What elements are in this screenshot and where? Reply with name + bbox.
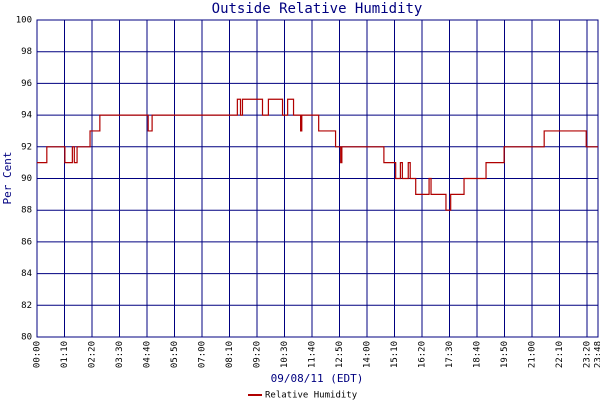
x-tick-label: 11:40 [308,341,318,368]
x-tick-label: 16:20 [418,341,428,368]
x-axis-label: 09/08/11 (EDT) [271,372,364,385]
chart-title: Outside Relative Humidity [212,1,423,17]
x-tick-label: 23:20 [583,341,593,368]
y-tick-label: 88 [21,206,32,216]
y-tick-label: 98 [21,47,32,57]
x-tick-label: 14:00 [363,341,373,368]
x-tick-label: 00:00 [33,341,43,368]
x-tick-label: 10:30 [280,341,290,368]
y-tick-label: 84 [21,269,32,279]
legend-label: Relative Humidity [265,391,358,400]
y-tick-label: 94 [21,111,32,121]
x-tick-label: 18:40 [473,341,483,368]
y-tick-label: 90 [21,174,32,184]
y-tick-label: 86 [21,237,32,247]
y-tick-label: 82 [21,301,32,311]
y-tick-label: 96 [21,79,32,89]
x-tick-label: 09:20 [253,341,263,368]
x-tick-label: 08:10 [225,341,235,368]
y-tick-label: 100 [16,16,32,26]
x-tick-label: 17:30 [445,341,455,368]
y-tick-label: 80 [21,333,32,343]
data-line [37,98,598,211]
x-tick-label: 19:50 [500,341,510,368]
x-tick-label: 04:40 [143,341,153,368]
x-tick-label: 01:10 [60,341,70,368]
x-tick-label: 05:50 [170,341,180,368]
x-tick-label: 07:00 [198,341,208,368]
x-tick-label: 12:50 [335,341,345,368]
y-axis-label: Per Cent [1,152,14,205]
y-tick-label: 92 [21,142,32,152]
x-tick-label: 15:10 [390,341,400,368]
x-tick-label: 22:10 [555,341,565,368]
x-tick-label: 03:30 [115,341,125,368]
x-tick-label: 23:48 [594,341,600,368]
x-tick-label: 21:00 [528,341,538,368]
x-tick-label: 02:20 [88,341,98,368]
